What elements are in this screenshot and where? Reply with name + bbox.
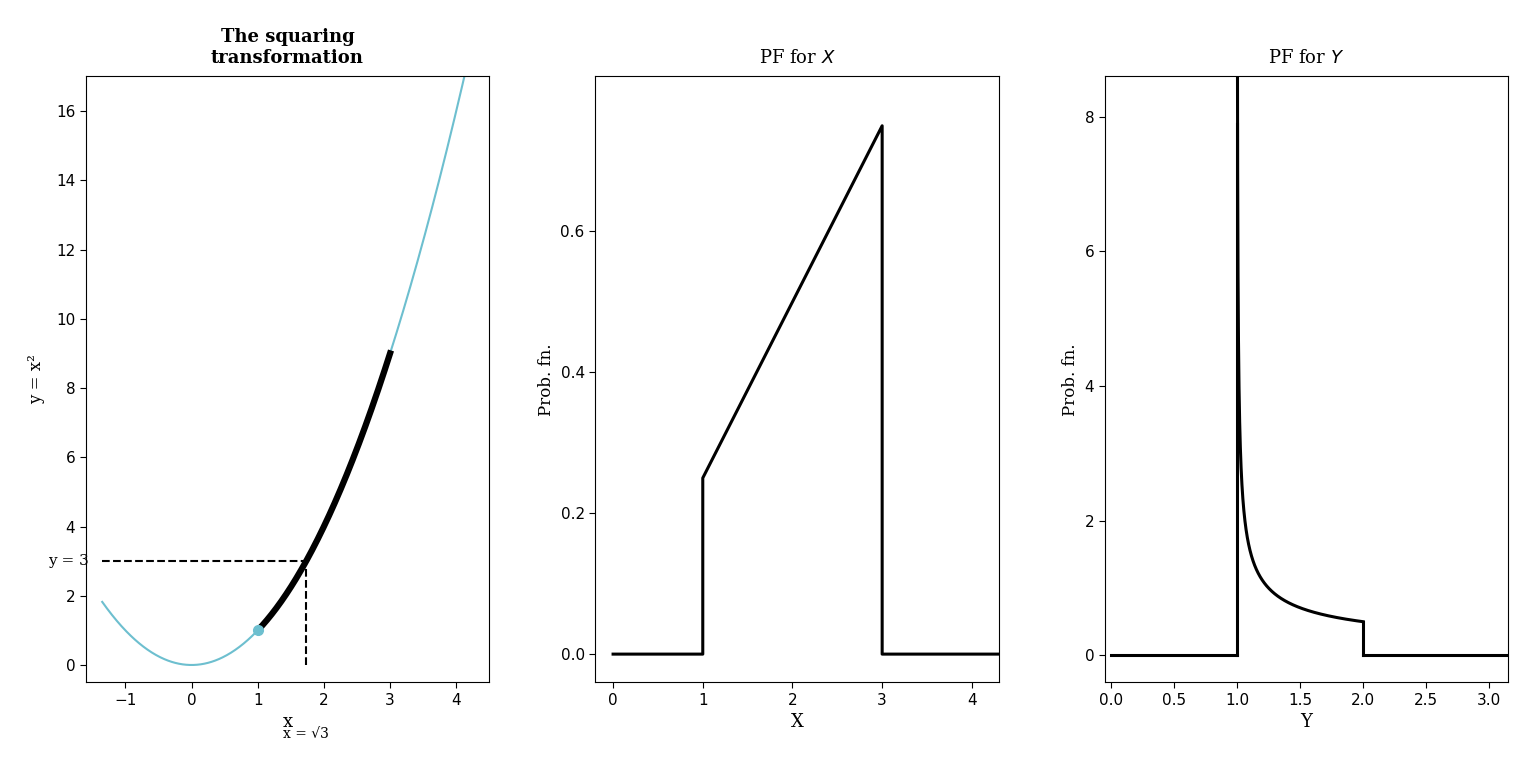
X-axis label: X: X xyxy=(791,713,803,731)
Title: PF for $\mathit{X}$: PF for $\mathit{X}$ xyxy=(759,48,836,67)
Text: y = 3: y = 3 xyxy=(48,554,89,568)
X-axis label: x: x xyxy=(283,713,292,731)
Y-axis label: y = x²: y = x² xyxy=(28,355,45,404)
Title: The squaring
transformation: The squaring transformation xyxy=(210,28,364,67)
Y-axis label: Prob. fn.: Prob. fn. xyxy=(1061,343,1078,415)
Text: x = √3: x = √3 xyxy=(283,727,329,741)
Title: PF for $\mathit{Y}$: PF for $\mathit{Y}$ xyxy=(1269,48,1344,67)
Y-axis label: Prob. fn.: Prob. fn. xyxy=(538,343,554,415)
X-axis label: Y: Y xyxy=(1301,713,1312,731)
